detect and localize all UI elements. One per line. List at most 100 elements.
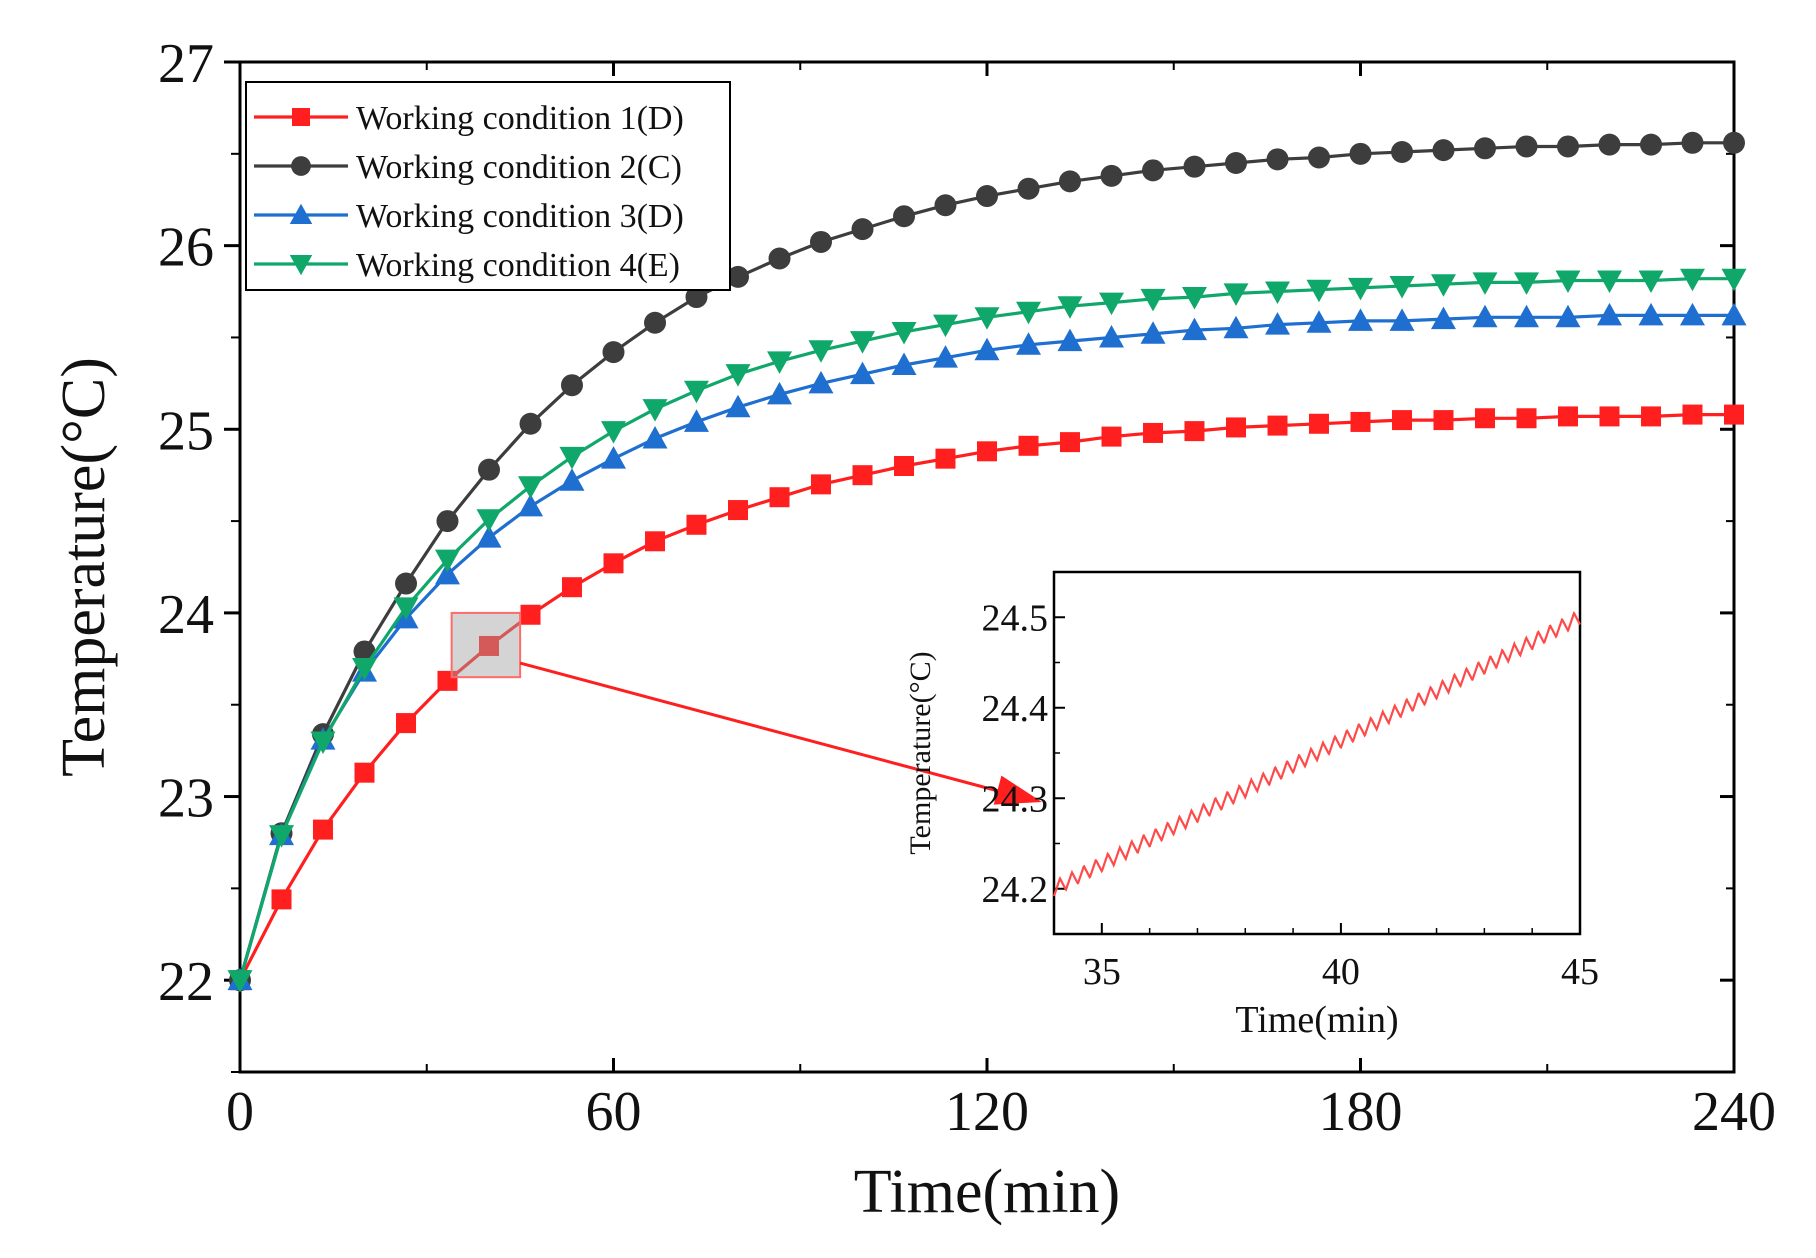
data-point bbox=[1308, 413, 1329, 434]
y-tick-label: 24 bbox=[158, 584, 214, 646]
data-point bbox=[977, 441, 997, 462]
y-axis-title: Temperature(°C) bbox=[50, 357, 118, 777]
data-point bbox=[1389, 276, 1415, 299]
x-tick-label: 0 bbox=[226, 1081, 254, 1143]
legend-marker bbox=[289, 255, 313, 276]
inset-y-axis-title: Temperature(°C) bbox=[904, 651, 937, 854]
data-point bbox=[767, 381, 793, 405]
data-point bbox=[1557, 406, 1578, 427]
data-point bbox=[1472, 272, 1498, 295]
data-point bbox=[1721, 268, 1747, 292]
data-point bbox=[725, 394, 751, 418]
data-point bbox=[1681, 131, 1704, 154]
data-point bbox=[560, 374, 583, 397]
legend-entry-4: Working condition 4(E) bbox=[254, 247, 680, 284]
data-point bbox=[1266, 148, 1289, 171]
data-point bbox=[686, 514, 707, 535]
data-point bbox=[1057, 296, 1083, 319]
data-point bbox=[479, 635, 499, 656]
data-point bbox=[767, 351, 793, 374]
series-4 bbox=[227, 268, 1747, 993]
x-axis-title: Time(min) bbox=[854, 1158, 1120, 1226]
data-point bbox=[683, 380, 709, 404]
data-point bbox=[1555, 270, 1581, 294]
data-point bbox=[685, 286, 708, 309]
data-point bbox=[1472, 304, 1498, 328]
data-point bbox=[1555, 304, 1581, 328]
inset-y-tick-label: 24.3 bbox=[982, 778, 1049, 820]
data-point bbox=[1057, 328, 1083, 352]
data-point bbox=[1430, 306, 1456, 330]
data-point bbox=[396, 713, 417, 734]
data-point bbox=[395, 572, 418, 595]
data-point bbox=[1638, 270, 1664, 294]
data-point bbox=[436, 510, 459, 533]
inset-y-tick-label: 24.2 bbox=[982, 869, 1049, 911]
legend-marker bbox=[289, 203, 313, 224]
data-point bbox=[227, 970, 253, 993]
legend-label: Working condition 3(D) bbox=[356, 198, 684, 235]
data-point bbox=[1723, 131, 1745, 154]
data-point bbox=[1430, 274, 1456, 297]
data-point bbox=[1140, 321, 1166, 344]
zoom-arrow-head bbox=[993, 775, 1042, 805]
data-point bbox=[891, 352, 917, 375]
data-point bbox=[1474, 137, 1496, 160]
data-point bbox=[1306, 279, 1332, 303]
data-point bbox=[1721, 302, 1747, 326]
data-point bbox=[768, 247, 791, 270]
legend-entry-2: Working condition 2(C) bbox=[254, 149, 682, 186]
data-point bbox=[809, 230, 832, 253]
data-point bbox=[1679, 302, 1705, 326]
inset-plot: 35 40 45 24.2 24.3 24.4 24.5 Time(min) Temperatu… bbox=[904, 570, 1599, 1041]
data-point bbox=[393, 597, 419, 620]
data-point bbox=[1183, 155, 1206, 178]
data-point bbox=[1142, 159, 1165, 182]
data-point bbox=[728, 500, 748, 521]
data-point bbox=[1100, 164, 1123, 187]
data-point bbox=[1392, 410, 1413, 431]
data-point bbox=[1599, 406, 1620, 427]
data-point bbox=[1099, 292, 1124, 316]
data-point bbox=[1724, 404, 1744, 425]
legend: Working condition 1(D) Working condition … bbox=[245, 81, 731, 291]
legend-label: Working condition 2(C) bbox=[356, 149, 682, 186]
data-point bbox=[312, 819, 333, 840]
y-tick-label: 27 bbox=[158, 33, 214, 95]
inset-x-tick-label: 45 bbox=[1561, 951, 1599, 993]
data-point bbox=[1140, 288, 1166, 312]
data-point bbox=[808, 370, 834, 394]
data-point bbox=[520, 604, 541, 625]
data-point bbox=[1350, 411, 1371, 432]
data-point bbox=[601, 421, 626, 444]
x-tick-label: 240 bbox=[1692, 1081, 1776, 1143]
data-point bbox=[559, 468, 585, 491]
data-point bbox=[271, 889, 292, 910]
x-tick-label: 60 bbox=[586, 1081, 642, 1143]
inset-x-tick-label: 35 bbox=[1083, 951, 1121, 993]
data-point bbox=[893, 205, 916, 228]
data-point bbox=[476, 525, 502, 548]
zoom-arrow-line bbox=[519, 661, 1003, 794]
data-point bbox=[1016, 332, 1042, 355]
data-point bbox=[519, 412, 542, 435]
inset-y-tick-label: 24.4 bbox=[982, 688, 1049, 730]
data-point bbox=[602, 341, 625, 364]
data-point bbox=[1432, 139, 1455, 162]
data-point bbox=[476, 509, 502, 532]
data-point bbox=[1181, 317, 1207, 341]
data-point bbox=[1433, 410, 1454, 431]
data-point bbox=[769, 487, 790, 508]
data-point bbox=[642, 425, 668, 449]
data-point bbox=[561, 577, 582, 598]
data-point bbox=[1143, 422, 1164, 443]
data-point bbox=[1641, 406, 1662, 427]
data-point bbox=[934, 194, 957, 217]
data-point bbox=[1514, 272, 1540, 295]
data-point bbox=[725, 364, 751, 387]
data-point bbox=[1597, 270, 1622, 294]
data-point bbox=[1265, 281, 1291, 305]
x-tick-label: 120 bbox=[945, 1081, 1029, 1143]
